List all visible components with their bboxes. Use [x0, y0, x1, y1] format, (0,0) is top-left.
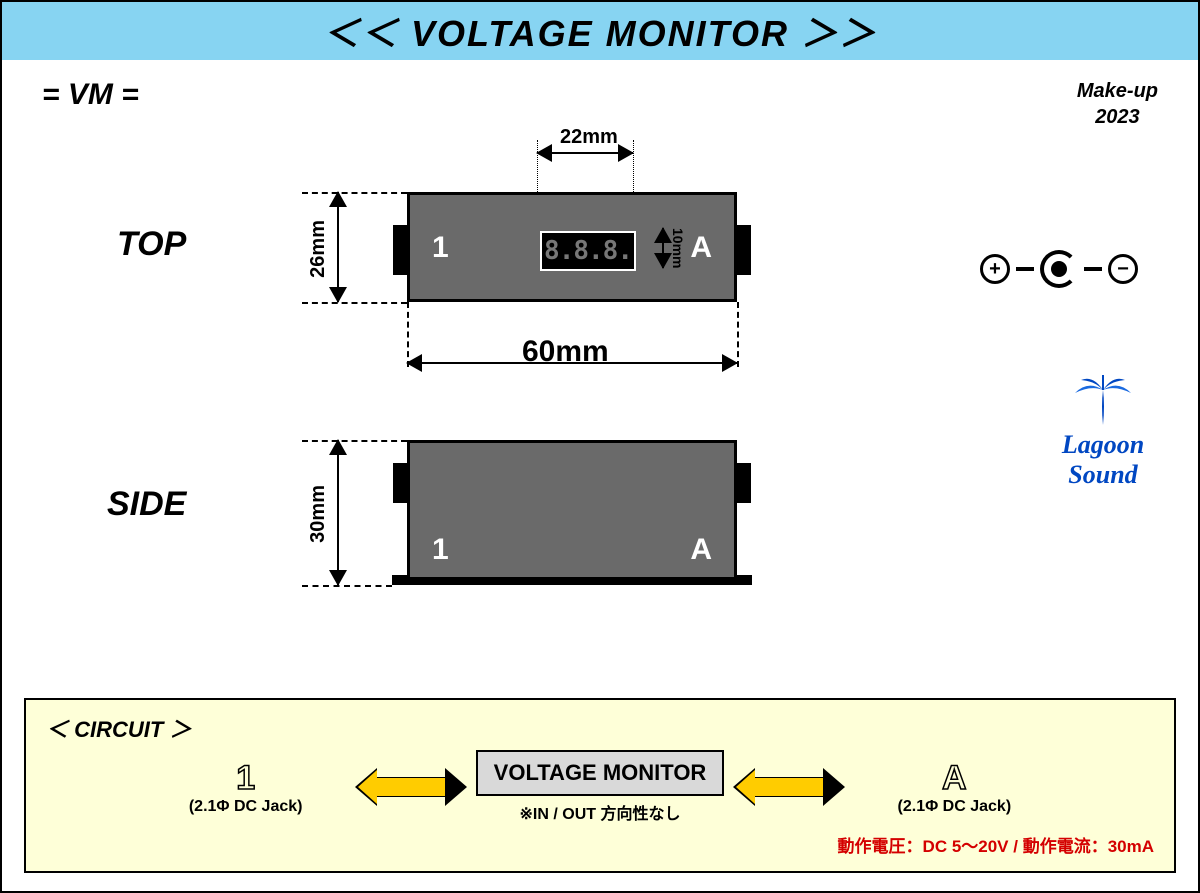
port-a-num: A [854, 759, 1054, 798]
minus-icon: − [1108, 254, 1138, 284]
circuit-panel: ＜ CIRCUIT ＞ 1 (2.1Φ DC Jack) VOLTAGE MON… [24, 698, 1176, 873]
dim-display-height [662, 228, 664, 268]
ext-line [302, 585, 392, 587]
dim-display-width [537, 152, 633, 154]
makeup-block: Make-up 2023 [1077, 78, 1158, 130]
vm-center-block: VOLTAGE MONITOR ※IN / OUT 方向性なし [476, 750, 725, 824]
side-view-label: SIDE [107, 485, 186, 524]
side-device-body: 1 A [407, 440, 737, 580]
ext-line [302, 192, 407, 194]
dim-top-height-text: 26mm [307, 220, 330, 278]
side-face-right-mark: A [690, 533, 712, 567]
port-a-block: A (2.1Φ DC Jack) [854, 759, 1054, 816]
dim-display-width-text: 22mm [560, 126, 618, 149]
vm-label: = VM = [42, 78, 139, 130]
logo-line2: Sound [1038, 460, 1168, 490]
drawing-zone: TOP 1 A 8.8.8. 22mm 10mm 26mm 60mm SIDE … [2, 130, 1198, 700]
port-1-sub: (2.1Φ DC Jack) [146, 798, 346, 816]
double-arrow-icon [376, 777, 446, 797]
polarity-line-icon [1084, 267, 1102, 271]
jack-left-icon [393, 225, 407, 275]
display-value: 8.8.8. [544, 236, 632, 266]
lagoon-sound-logo: Lagoon Sound [1038, 375, 1168, 490]
center-pin-icon [1040, 250, 1078, 288]
inout-note: ※IN / OUT 方向性なし [476, 800, 725, 824]
page-header: ＜＜ VOLTAGE MONITOR ＞＞ [2, 2, 1198, 60]
makeup-line2: 2023 [1077, 104, 1158, 130]
top-face-right-mark: A [690, 231, 712, 265]
header-title: ＜＜ VOLTAGE MONITOR ＞＞ [323, 5, 877, 57]
plus-icon: + [980, 254, 1010, 284]
seven-segment-display: 8.8.8. [540, 231, 636, 271]
circuit-title: ＜ CIRCUIT ＞ [46, 712, 1154, 744]
jack-left-icon [393, 463, 407, 503]
dim-side-height-text: 30mm [307, 485, 330, 543]
operating-spec-note: 動作電圧：DC 5～20V / 動作電流：30mA [46, 832, 1154, 857]
polarity-line-icon [1016, 267, 1034, 271]
makeup-line1: Make-up [1077, 78, 1158, 104]
circuit-row: 1 (2.1Φ DC Jack) VOLTAGE MONITOR ※IN / O… [46, 750, 1154, 824]
palm-tree-icon [1073, 375, 1133, 425]
dim-display-height-text: 10mm [670, 228, 686, 268]
double-arrow-icon [754, 777, 824, 797]
dim-side-height [337, 440, 339, 585]
polarity-symbol: + − [980, 250, 1138, 288]
top-device-body: 1 A 8.8.8. [407, 192, 737, 302]
port-1-block: 1 (2.1Φ DC Jack) [146, 759, 346, 816]
top-face-left-mark: 1 [432, 231, 449, 265]
vm-box: VOLTAGE MONITOR [476, 750, 725, 796]
top-view-label: TOP [117, 225, 186, 264]
jack-right-icon [737, 463, 751, 503]
subhead-row: = VM = Make-up 2023 [2, 60, 1198, 130]
side-face-left-mark: 1 [432, 533, 449, 567]
logo-line1: Lagoon [1038, 430, 1168, 460]
ext-line [302, 302, 407, 304]
dim-top-height [337, 192, 339, 302]
port-a-sub: (2.1Φ DC Jack) [854, 798, 1054, 816]
ext-line [302, 440, 407, 442]
dim-width-text: 60mm [522, 335, 609, 369]
port-1-num: 1 [146, 759, 346, 798]
jack-right-icon [737, 225, 751, 275]
